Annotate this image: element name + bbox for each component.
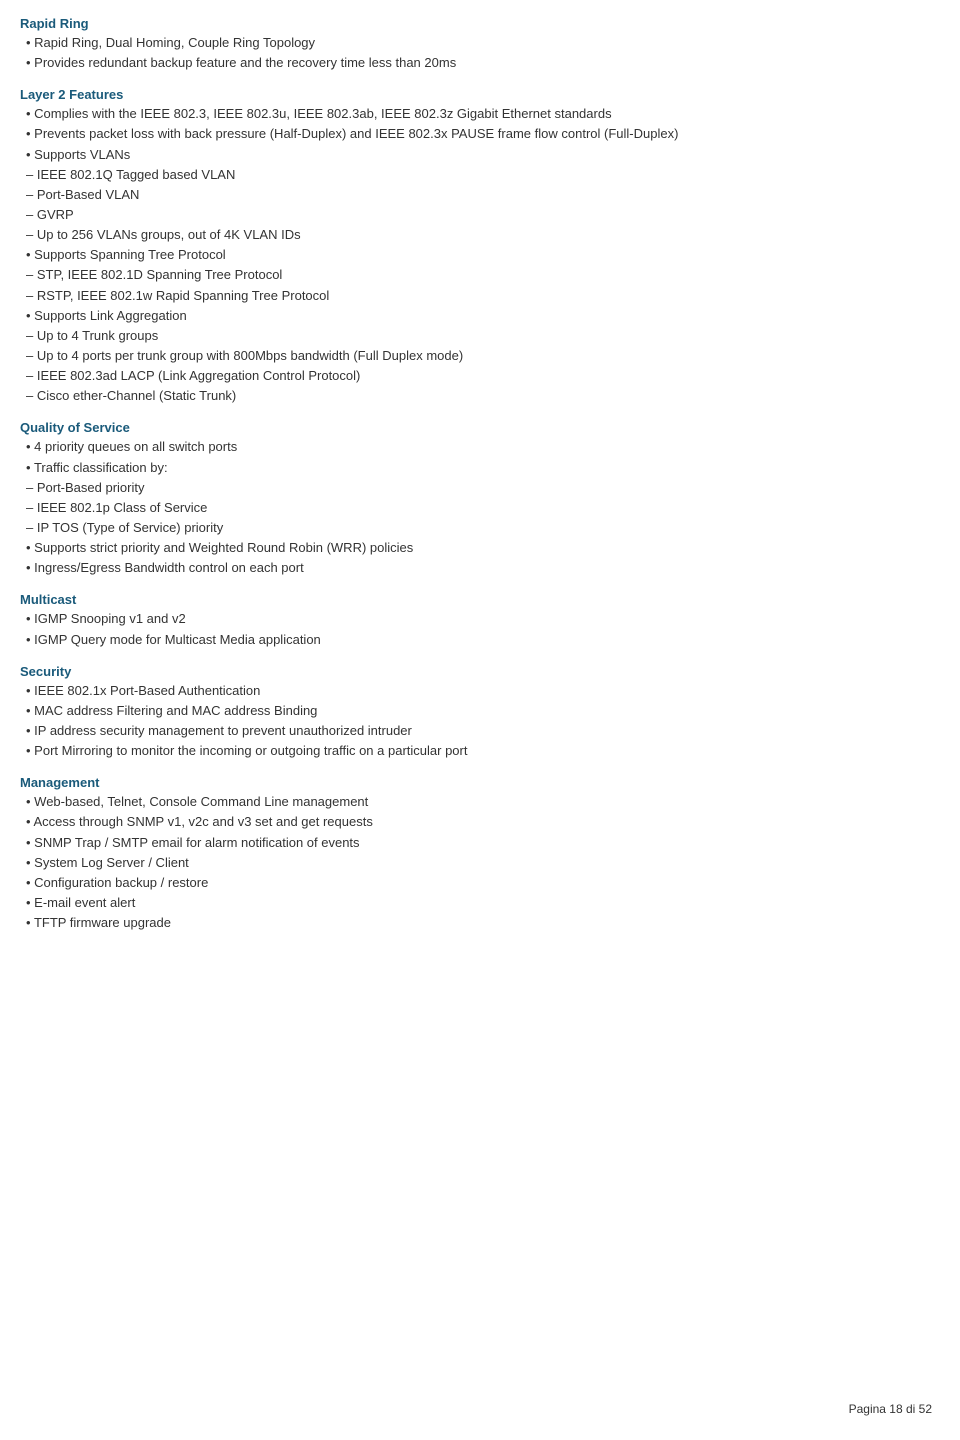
section-heading: Quality of Service — [20, 420, 940, 435]
bullet-list-item: Supports VLANs — [20, 145, 940, 165]
section-list: 4 priority queues on all switch portsTra… — [20, 437, 940, 578]
bullet-list-item: MAC address Filtering and MAC address Bi… — [20, 701, 940, 721]
sub-list-item: RSTP, IEEE 802.1w Rapid Spanning Tree Pr… — [20, 286, 940, 306]
bullet-list-item: Configuration backup / restore — [20, 873, 940, 893]
sub-list-item: Cisco ether-Channel (Static Trunk) — [20, 386, 940, 406]
sub-list-item: Up to 256 VLANs groups, out of 4K VLAN I… — [20, 225, 940, 245]
section-heading: Multicast — [20, 592, 940, 607]
bullet-list-item: Access through SNMP v1, v2c and v3 set a… — [20, 812, 940, 832]
sub-list-item: Up to 4 Trunk groups — [20, 326, 940, 346]
bullet-list-item: Supports strict priority and Weighted Ro… — [20, 538, 940, 558]
bullet-list-item: Provides redundant backup feature and th… — [20, 53, 940, 73]
sub-list-item: IEEE 802.1p Class of Service — [20, 498, 940, 518]
bullet-list-item: Prevents packet loss with back pressure … — [20, 124, 940, 144]
sub-list-item: STP, IEEE 802.1D Spanning Tree Protocol — [20, 265, 940, 285]
section-list: Web-based, Telnet, Console Command Line … — [20, 792, 940, 933]
section-heading: Security — [20, 664, 940, 679]
bullet-list-item: Rapid Ring, Dual Homing, Couple Ring Top… — [20, 33, 940, 53]
bullet-list-item: Traffic classification by: — [20, 458, 940, 478]
bullet-list-item: SNMP Trap / SMTP email for alarm notific… — [20, 833, 940, 853]
document-body: Rapid Ring Rapid Ring, Dual Homing, Coupl… — [20, 16, 940, 933]
bullet-list-item: IGMP Snooping v1 and v2 — [20, 609, 940, 629]
sub-list-item: Up to 4 ports per trunk group with 800Mb… — [20, 346, 940, 366]
section-heading: Management — [20, 775, 940, 790]
sub-list-item: IP TOS (Type of Service) priority — [20, 518, 940, 538]
section-heading: Rapid Ring — [20, 16, 940, 31]
bullet-list-item: IEEE 802.1x Port-Based Authentication — [20, 681, 940, 701]
section-list: Complies with the IEEE 802.3, IEEE 802.3… — [20, 104, 940, 406]
bullet-list-item: IP address security management to preven… — [20, 721, 940, 741]
bullet-list-item: 4 priority queues on all switch ports — [20, 437, 940, 457]
bullet-list-item: E-mail event alert — [20, 893, 940, 913]
bullet-list-item: Complies with the IEEE 802.3, IEEE 802.3… — [20, 104, 940, 124]
bullet-list-item: Ingress/Egress Bandwidth control on each… — [20, 558, 940, 578]
sub-list-item: Port-Based priority — [20, 478, 940, 498]
page-footer: Pagina 18 di 52 — [849, 1402, 932, 1416]
section-heading: Layer 2 Features — [20, 87, 940, 102]
sub-list-item: Port-Based VLAN — [20, 185, 940, 205]
bullet-list-item: Port Mirroring to monitor the incoming o… — [20, 741, 940, 761]
bullet-list-item: Web-based, Telnet, Console Command Line … — [20, 792, 940, 812]
bullet-list-item: Supports Spanning Tree Protocol — [20, 245, 940, 265]
section-list: Rapid Ring, Dual Homing, Couple Ring Top… — [20, 33, 940, 73]
bullet-list-item: TFTP firmware upgrade — [20, 913, 940, 933]
bullet-list-item: System Log Server / Client — [20, 853, 940, 873]
bullet-list-item: IGMP Query mode for Multicast Media appl… — [20, 630, 940, 650]
sub-list-item: GVRP — [20, 205, 940, 225]
bullet-list-item: Supports Link Aggregation — [20, 306, 940, 326]
sub-list-item: IEEE 802.3ad LACP (Link Aggregation Cont… — [20, 366, 940, 386]
section-list: IEEE 802.1x Port-Based AuthenticationMAC… — [20, 681, 940, 762]
sub-list-item: IEEE 802.1Q Tagged based VLAN — [20, 165, 940, 185]
section-list: IGMP Snooping v1 and v2IGMP Query mode f… — [20, 609, 940, 649]
